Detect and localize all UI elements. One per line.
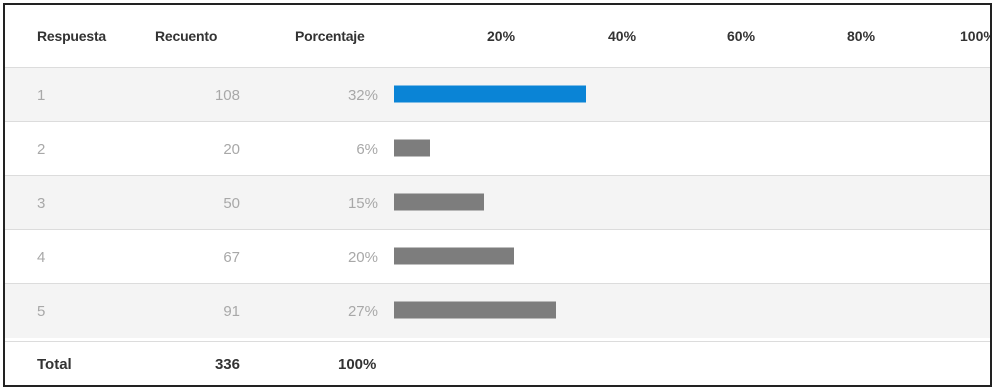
recuento-cell: 50 <box>223 194 240 212</box>
tick-label-40: 40% <box>608 28 637 44</box>
respuesta-cell: 3 <box>37 194 46 212</box>
porcentaje-cell: 32% <box>347 86 378 104</box>
results-table: Respuesta Recuento Porcentaje 20% 40% 60… <box>3 3 992 387</box>
total-porcentaje: 100% <box>338 355 377 373</box>
bar-3 <box>394 193 484 211</box>
header-recuento: Recuento <box>155 28 218 44</box>
respuesta-cell: 4 <box>37 248 46 266</box>
respuesta-cell: 5 <box>37 302 46 320</box>
header-respuesta: Respuesta <box>37 28 107 44</box>
bar-2 <box>394 139 430 157</box>
porcentaje-cell: 15% <box>347 194 378 212</box>
table-row: 2 20 6% <box>5 121 990 176</box>
recuento-cell: 20 <box>223 140 240 158</box>
bar-chart <box>394 85 586 319</box>
recuento-cell: 67 <box>223 248 240 266</box>
respuesta-cell: 2 <box>37 140 46 158</box>
total-row: Total 336 100% <box>5 341 990 385</box>
tick-label-60: 60% <box>727 28 756 44</box>
bar-1 <box>394 85 586 103</box>
header-porcentaje: Porcentaje <box>295 28 365 44</box>
porcentaje-cell: 20% <box>347 248 378 266</box>
total-label: Total <box>37 355 72 373</box>
total-recuento: 336 <box>214 355 240 373</box>
porcentaje-cell: 6% <box>356 140 378 158</box>
recuento-cell: 91 <box>223 302 240 320</box>
recuento-cell: 108 <box>214 86 240 104</box>
tick-label-80: 80% <box>847 28 876 44</box>
bar-5 <box>394 301 556 319</box>
table-row: 3 50 15% <box>5 175 990 230</box>
porcentaje-cell: 27% <box>347 302 378 320</box>
bar-4 <box>394 247 514 265</box>
tick-label-100: 100% <box>960 28 990 44</box>
tick-label-20: 20% <box>487 28 516 44</box>
respuesta-cell: 1 <box>37 86 46 104</box>
table-header-row: Respuesta Recuento Porcentaje 20% 40% 60… <box>5 5 990 67</box>
